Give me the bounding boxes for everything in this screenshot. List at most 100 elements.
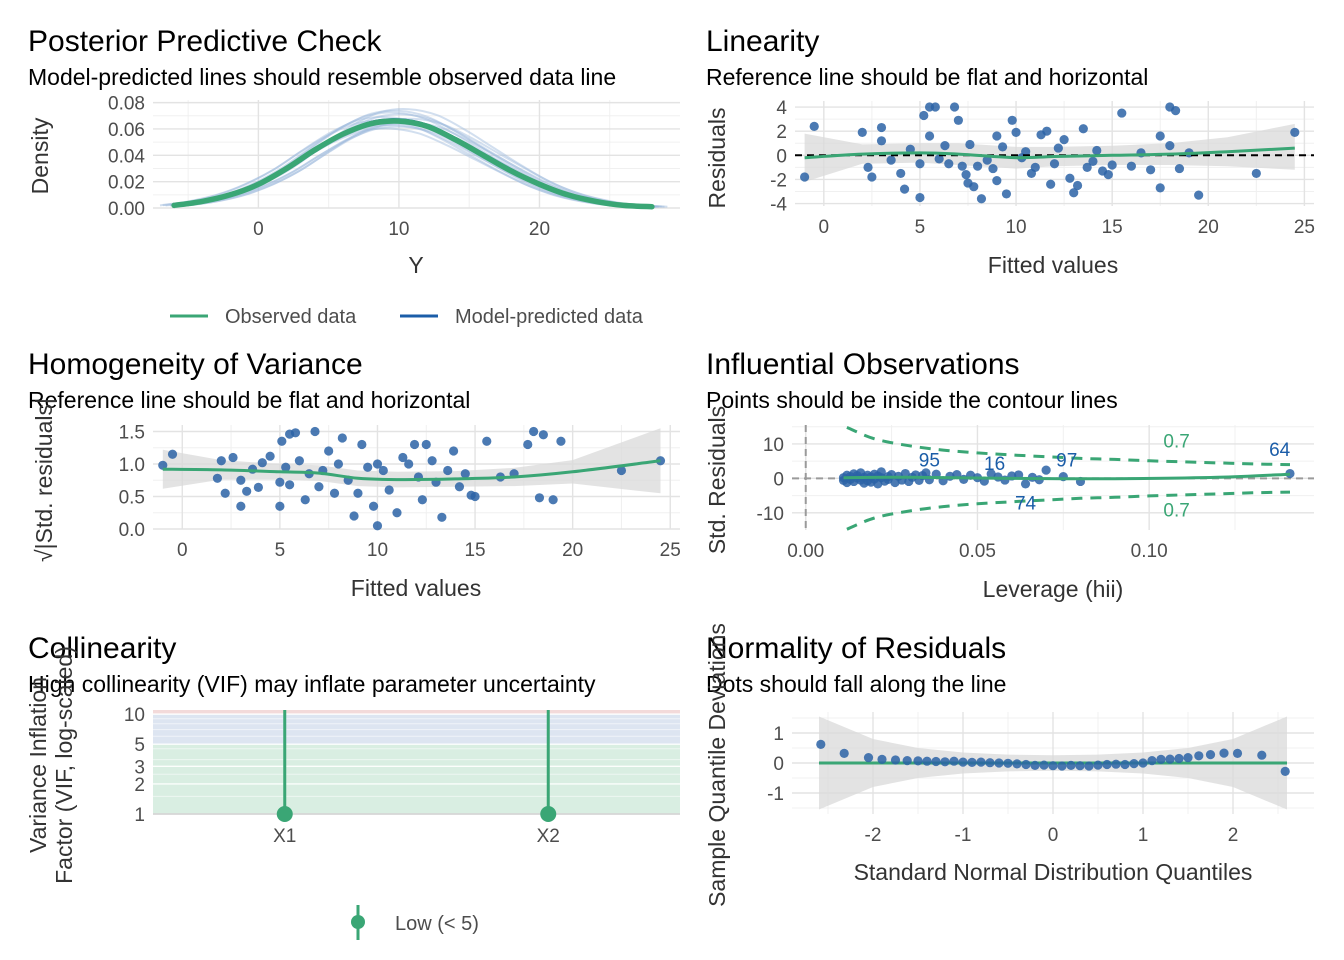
contour-level-label: 0.7 (1163, 431, 1189, 452)
y-tick-label: 4 (776, 98, 787, 119)
residual-point (1053, 143, 1063, 153)
cooks-contour-upper (846, 426, 1291, 467)
confidence-band (804, 123, 1295, 182)
residual-point (1092, 145, 1102, 156)
ppc-legend: Observed data Model-predicted data (170, 306, 644, 328)
influential-y-axis-title: Std. Residuals (704, 406, 730, 554)
residual-point (1103, 170, 1113, 180)
vif-zone-low (153, 744, 680, 814)
residual-point (1065, 173, 1075, 183)
residual-point (809, 121, 819, 131)
residual-point (275, 477, 285, 487)
residual-point (437, 512, 447, 522)
collinearity-subtitle: High collinearity (VIF) may inflate para… (28, 671, 596, 697)
quantile-point (1012, 759, 1022, 769)
residual-point (236, 501, 246, 511)
residual-point (1042, 126, 1052, 136)
y-tick-label: 0.08 (108, 94, 145, 115)
residual-point (523, 439, 533, 450)
residual-point (876, 122, 887, 133)
collinearity-plot-area (276, 710, 557, 822)
residual-point (275, 501, 285, 511)
loess-line (162, 459, 661, 482)
residual-point (896, 168, 906, 179)
quantile-point (1183, 753, 1193, 763)
linearity-plot-area (795, 102, 1314, 204)
quantile-point (1232, 748, 1243, 759)
influential-subtitle: Points should be inside the contour line… (706, 387, 1118, 413)
quantile-point (1129, 759, 1139, 769)
residual-point (216, 456, 226, 466)
residual-point (448, 446, 459, 456)
residual-point (454, 482, 465, 492)
residual-point (944, 159, 954, 169)
x-tick-label: 0 (819, 217, 830, 238)
residual-point (228, 452, 238, 463)
collinearity-grid (153, 710, 680, 815)
residual-point (294, 456, 304, 466)
residual-point (300, 495, 310, 505)
residual-point (1155, 131, 1165, 141)
influential-x-axis-title: Leverage (hii) (983, 576, 1124, 602)
residual-point (357, 439, 367, 450)
x-tick-label: -2 (865, 825, 882, 846)
y-tick-label: 1.5 (119, 423, 145, 444)
y-tick-label: 1.0 (119, 455, 145, 476)
residual-point (534, 493, 545, 503)
residual-point (1088, 156, 1098, 166)
quantile-point (913, 756, 923, 766)
loess-line (804, 146, 1295, 160)
panel-influential: Influential Observations Points should b… (704, 348, 1314, 602)
quantile-point (1057, 761, 1067, 771)
quantile-point (1205, 750, 1216, 760)
residual-point (460, 469, 470, 479)
y-tick-label: 0.5 (119, 488, 145, 509)
observation-id-label: 95 (919, 450, 940, 471)
homogeneity-title: Homogeneity of Variance (28, 348, 363, 381)
loess-line (843, 472, 1291, 481)
observation-id-label: 74 (1015, 493, 1037, 514)
residual-point (1030, 162, 1040, 172)
normality-tick-labels: -2 -1 0 1 2 -1 0 1 (767, 724, 1238, 846)
collinearity-y-axis-title: Variance InflationFactor (VIF, log-scale… (25, 646, 77, 884)
residual-point (1146, 165, 1156, 175)
residual-point (934, 154, 944, 164)
residual-point (257, 458, 267, 468)
observation-point (1020, 479, 1031, 489)
contour-level-label: 0.7 (1163, 500, 1189, 521)
residual-point (1174, 163, 1185, 174)
quantile-point (976, 757, 986, 767)
quantile-point (1102, 759, 1112, 770)
quantile-point (940, 757, 950, 767)
residual-point (988, 163, 998, 174)
quantile-point (902, 756, 912, 766)
quantile-point (1075, 761, 1085, 771)
x-tick-label: 5 (915, 217, 926, 238)
residual-point (290, 428, 301, 438)
homogeneity-y-axis-title: √|Std. residuals| (31, 398, 57, 562)
residual-point (310, 426, 320, 437)
residual-point (333, 459, 344, 469)
linearity-tick-labels: 0 5 10 15 20 25 -4 -2 0 2 4 (770, 98, 1315, 238)
linearity-x-axis-title: Fitted values (988, 252, 1118, 278)
quantile-point (1280, 766, 1290, 777)
quantile-point (1147, 756, 1157, 766)
residual-point (1078, 124, 1088, 134)
y-tick-label: -1 (767, 784, 784, 805)
residual-point (378, 465, 388, 476)
residual-point (1194, 190, 1204, 200)
predicted-draw-line (180, 123, 659, 208)
residual-point (857, 127, 867, 137)
residual-point (915, 192, 925, 203)
y-tick-label: 0 (776, 146, 787, 167)
residual-point (220, 488, 230, 498)
vif-point (276, 806, 293, 822)
residual-point (899, 184, 910, 194)
residual-point (1171, 106, 1181, 116)
residual-point (915, 159, 925, 169)
residual-point (281, 462, 291, 472)
y-tick-label: 2 (776, 122, 787, 143)
vif-zone-high (153, 710, 680, 715)
influential-tick-labels: 0.00 0.05 0.10 -10 0 10 (757, 435, 1168, 562)
predicted-draw-line (189, 117, 668, 208)
